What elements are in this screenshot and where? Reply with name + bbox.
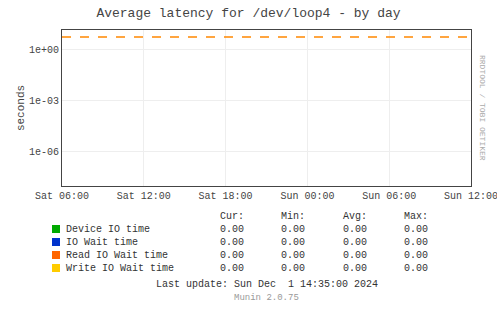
svg-text:RRDTOOL / TOBI OETIKER: RRDTOOL / TOBI OETIKER <box>478 55 487 161</box>
svg-text:Average latency for /dev/loop4: Average latency for /dev/loop4 - by day <box>96 6 400 21</box>
svg-text:Munin 2.0.75: Munin 2.0.75 <box>234 293 299 303</box>
svg-text:0.00: 0.00 <box>404 263 428 274</box>
svg-text:Sat 18:00: Sat 18:00 <box>199 191 253 202</box>
svg-text:Device IO time: Device IO time <box>66 224 150 235</box>
svg-text:seconds: seconds <box>15 85 27 131</box>
svg-text:Sat 12:00: Sat 12:00 <box>117 191 171 202</box>
svg-text:Min:: Min: <box>281 211 305 222</box>
svg-text:0.00: 0.00 <box>343 224 367 235</box>
svg-text:0.00: 0.00 <box>281 224 305 235</box>
svg-text:0.00: 0.00 <box>220 224 244 235</box>
svg-text:Sun 06:00: Sun 06:00 <box>362 191 416 202</box>
svg-text:1e+00: 1e+00 <box>29 45 59 56</box>
svg-text:Max:: Max: <box>404 211 428 222</box>
svg-text:0.00: 0.00 <box>220 263 244 274</box>
svg-text:Last update: Sun Dec 1 14:35:: Last update: Sun Dec 1 14:35:00 2024 <box>156 279 378 290</box>
svg-text:Sun 00:00: Sun 00:00 <box>280 191 334 202</box>
svg-text:0.00: 0.00 <box>404 250 428 261</box>
svg-text:0.00: 0.00 <box>281 263 305 274</box>
svg-text:Write IO Wait time: Write IO Wait time <box>66 263 174 274</box>
svg-text:0.00: 0.00 <box>281 250 305 261</box>
svg-text:0.00: 0.00 <box>343 237 367 248</box>
svg-text:IO Wait time: IO Wait time <box>66 237 138 248</box>
svg-text:0.00: 0.00 <box>220 237 244 248</box>
svg-text:Sun 12:00: Sun 12:00 <box>444 191 497 202</box>
svg-text:0.00: 0.00 <box>343 250 367 261</box>
svg-text:Read IO Wait time: Read IO Wait time <box>66 250 168 261</box>
svg-text:0.00: 0.00 <box>220 250 244 261</box>
svg-text:0.00: 0.00 <box>404 237 428 248</box>
svg-text:0.00: 0.00 <box>281 237 305 248</box>
svg-text:1e-06: 1e-06 <box>29 147 59 158</box>
svg-text:1e-03: 1e-03 <box>29 96 59 107</box>
svg-text:0.00: 0.00 <box>343 263 367 274</box>
svg-text:Avg:: Avg: <box>343 211 367 222</box>
svg-text:0.00: 0.00 <box>404 224 428 235</box>
svg-text:Cur:: Cur: <box>220 211 244 222</box>
svg-text:Sat 06:00: Sat 06:00 <box>35 191 89 202</box>
